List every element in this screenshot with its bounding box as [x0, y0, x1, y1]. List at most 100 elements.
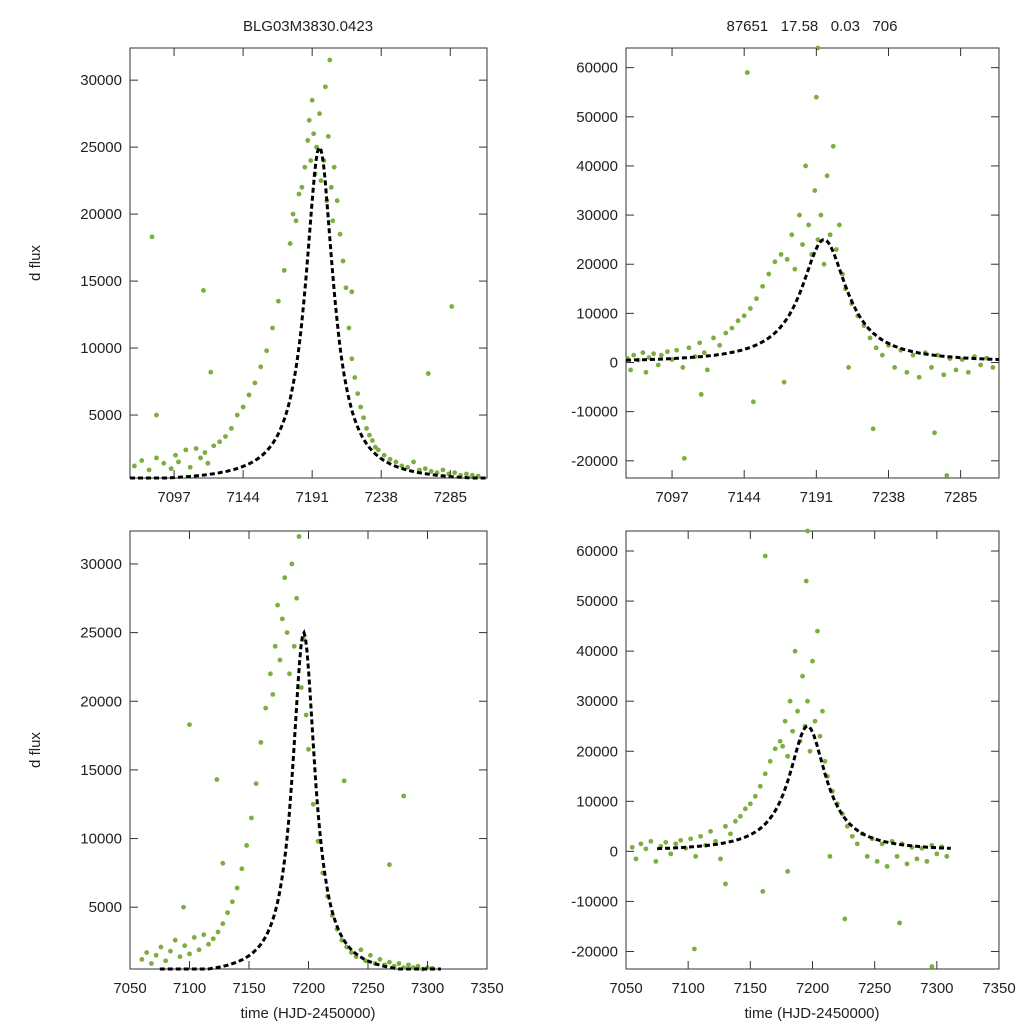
- data-point: [154, 456, 159, 461]
- y-tick-label: 30000: [576, 207, 618, 224]
- data-point: [270, 692, 275, 697]
- x-tick-label: 7050: [609, 980, 642, 997]
- data-point: [810, 659, 815, 664]
- data-point: [758, 784, 763, 789]
- data-point: [268, 671, 273, 676]
- data-point: [865, 854, 870, 859]
- y-tick-label: 10000: [576, 305, 618, 322]
- data-point: [763, 554, 768, 559]
- y-tick-label: 10000: [576, 793, 618, 810]
- data-point: [264, 348, 269, 353]
- data-point: [651, 351, 656, 356]
- data-point: [249, 816, 254, 821]
- data-point: [911, 353, 916, 358]
- x-tick-label: 7150: [232, 980, 265, 997]
- data-point: [178, 954, 183, 959]
- data-point: [966, 370, 971, 375]
- data-point: [275, 603, 280, 608]
- data-point: [388, 457, 393, 462]
- data-point: [220, 861, 225, 866]
- data-point: [254, 781, 259, 786]
- y-ticks-top-right: -20000 -10000 0 10000 20000 30000 40000 50000 60…: [571, 60, 999, 470]
- data-point: [806, 223, 811, 228]
- data-point: [871, 426, 876, 431]
- data-point: [168, 949, 173, 954]
- y-ticks-bottom-right: -20000 -10000 0 10000 20000 30000 40000 50000 60…: [571, 543, 999, 960]
- x-tick-label: 7250: [858, 980, 891, 997]
- y-tick-label: 15000: [80, 762, 122, 779]
- data-point: [788, 699, 793, 704]
- y-tick-label: 20000: [576, 743, 618, 760]
- x-tick-label: 7285: [944, 489, 977, 506]
- data-point: [659, 353, 664, 358]
- data-point: [803, 164, 808, 169]
- data-point: [282, 575, 287, 580]
- data-point: [311, 802, 316, 807]
- data-point: [805, 699, 810, 704]
- data-point: [358, 405, 363, 410]
- data-point: [733, 819, 738, 824]
- data-point: [785, 754, 790, 759]
- plot-frame-bottom-right: [626, 531, 999, 969]
- data-point: [278, 658, 283, 663]
- data-point: [329, 185, 334, 190]
- data-point: [785, 869, 790, 874]
- data-point: [929, 964, 934, 969]
- y-tick-label: 20000: [80, 693, 122, 710]
- data-point: [364, 426, 369, 431]
- data-point: [183, 447, 188, 452]
- y-tick-label: 5000: [89, 407, 122, 424]
- data-points-bottom-right: [630, 529, 949, 969]
- data-point: [648, 839, 653, 844]
- data-point: [287, 671, 292, 676]
- data-point: [673, 841, 678, 846]
- data-point: [335, 198, 340, 203]
- data-point: [182, 943, 187, 948]
- data-point: [643, 846, 648, 851]
- x-tick-label: 7100: [173, 980, 206, 997]
- data-point: [449, 304, 454, 309]
- data-point: [426, 371, 431, 376]
- x-tick-label: 7191: [800, 489, 833, 506]
- x-tick-label: 7300: [920, 980, 953, 997]
- data-point: [387, 960, 392, 965]
- data-point: [779, 252, 784, 257]
- data-point: [327, 58, 332, 63]
- data-point: [842, 917, 847, 922]
- data-point: [718, 856, 723, 861]
- data-point: [140, 957, 145, 962]
- data-point: [235, 413, 240, 418]
- data-point: [294, 218, 299, 223]
- data-point: [198, 456, 203, 461]
- panel-bottom-right: time (HJD-2450000) -20000 -10000 0 10000 200…: [571, 529, 1015, 1022]
- panel-top-left: BLG03M3830.0423 d flux 5000 10000 15000 200…: [27, 18, 487, 506]
- y-tick-label: 20000: [80, 206, 122, 223]
- x-tick-label: 7238: [872, 489, 905, 506]
- data-points-bottom-left: [140, 534, 435, 971]
- data-point: [317, 111, 322, 116]
- data-point: [270, 326, 275, 331]
- data-point: [828, 854, 833, 859]
- data-point: [225, 910, 230, 915]
- data-point: [299, 185, 304, 190]
- data-point: [748, 801, 753, 806]
- data-point: [717, 343, 722, 348]
- data-point: [173, 453, 178, 458]
- data-point: [814, 95, 819, 100]
- y-tick-label: 5000: [89, 899, 122, 916]
- data-point: [244, 843, 249, 848]
- y-axis-label-bottom-left: d flux: [27, 732, 44, 768]
- data-point: [763, 771, 768, 776]
- x-tick-label: 7191: [295, 489, 328, 506]
- x-ticks-top-left: 7097 7144 7191 7238 7285: [157, 48, 467, 506]
- y-tick-label: 10000: [80, 340, 122, 357]
- data-point: [778, 739, 783, 744]
- x-axis-label-bottom-left: time (HJD-2450000): [240, 1005, 375, 1022]
- data-point: [406, 962, 411, 967]
- data-point: [924, 859, 929, 864]
- data-point: [252, 380, 257, 385]
- data-point: [147, 468, 152, 473]
- data-point: [708, 829, 713, 834]
- data-point: [697, 340, 702, 345]
- data-point: [139, 458, 144, 463]
